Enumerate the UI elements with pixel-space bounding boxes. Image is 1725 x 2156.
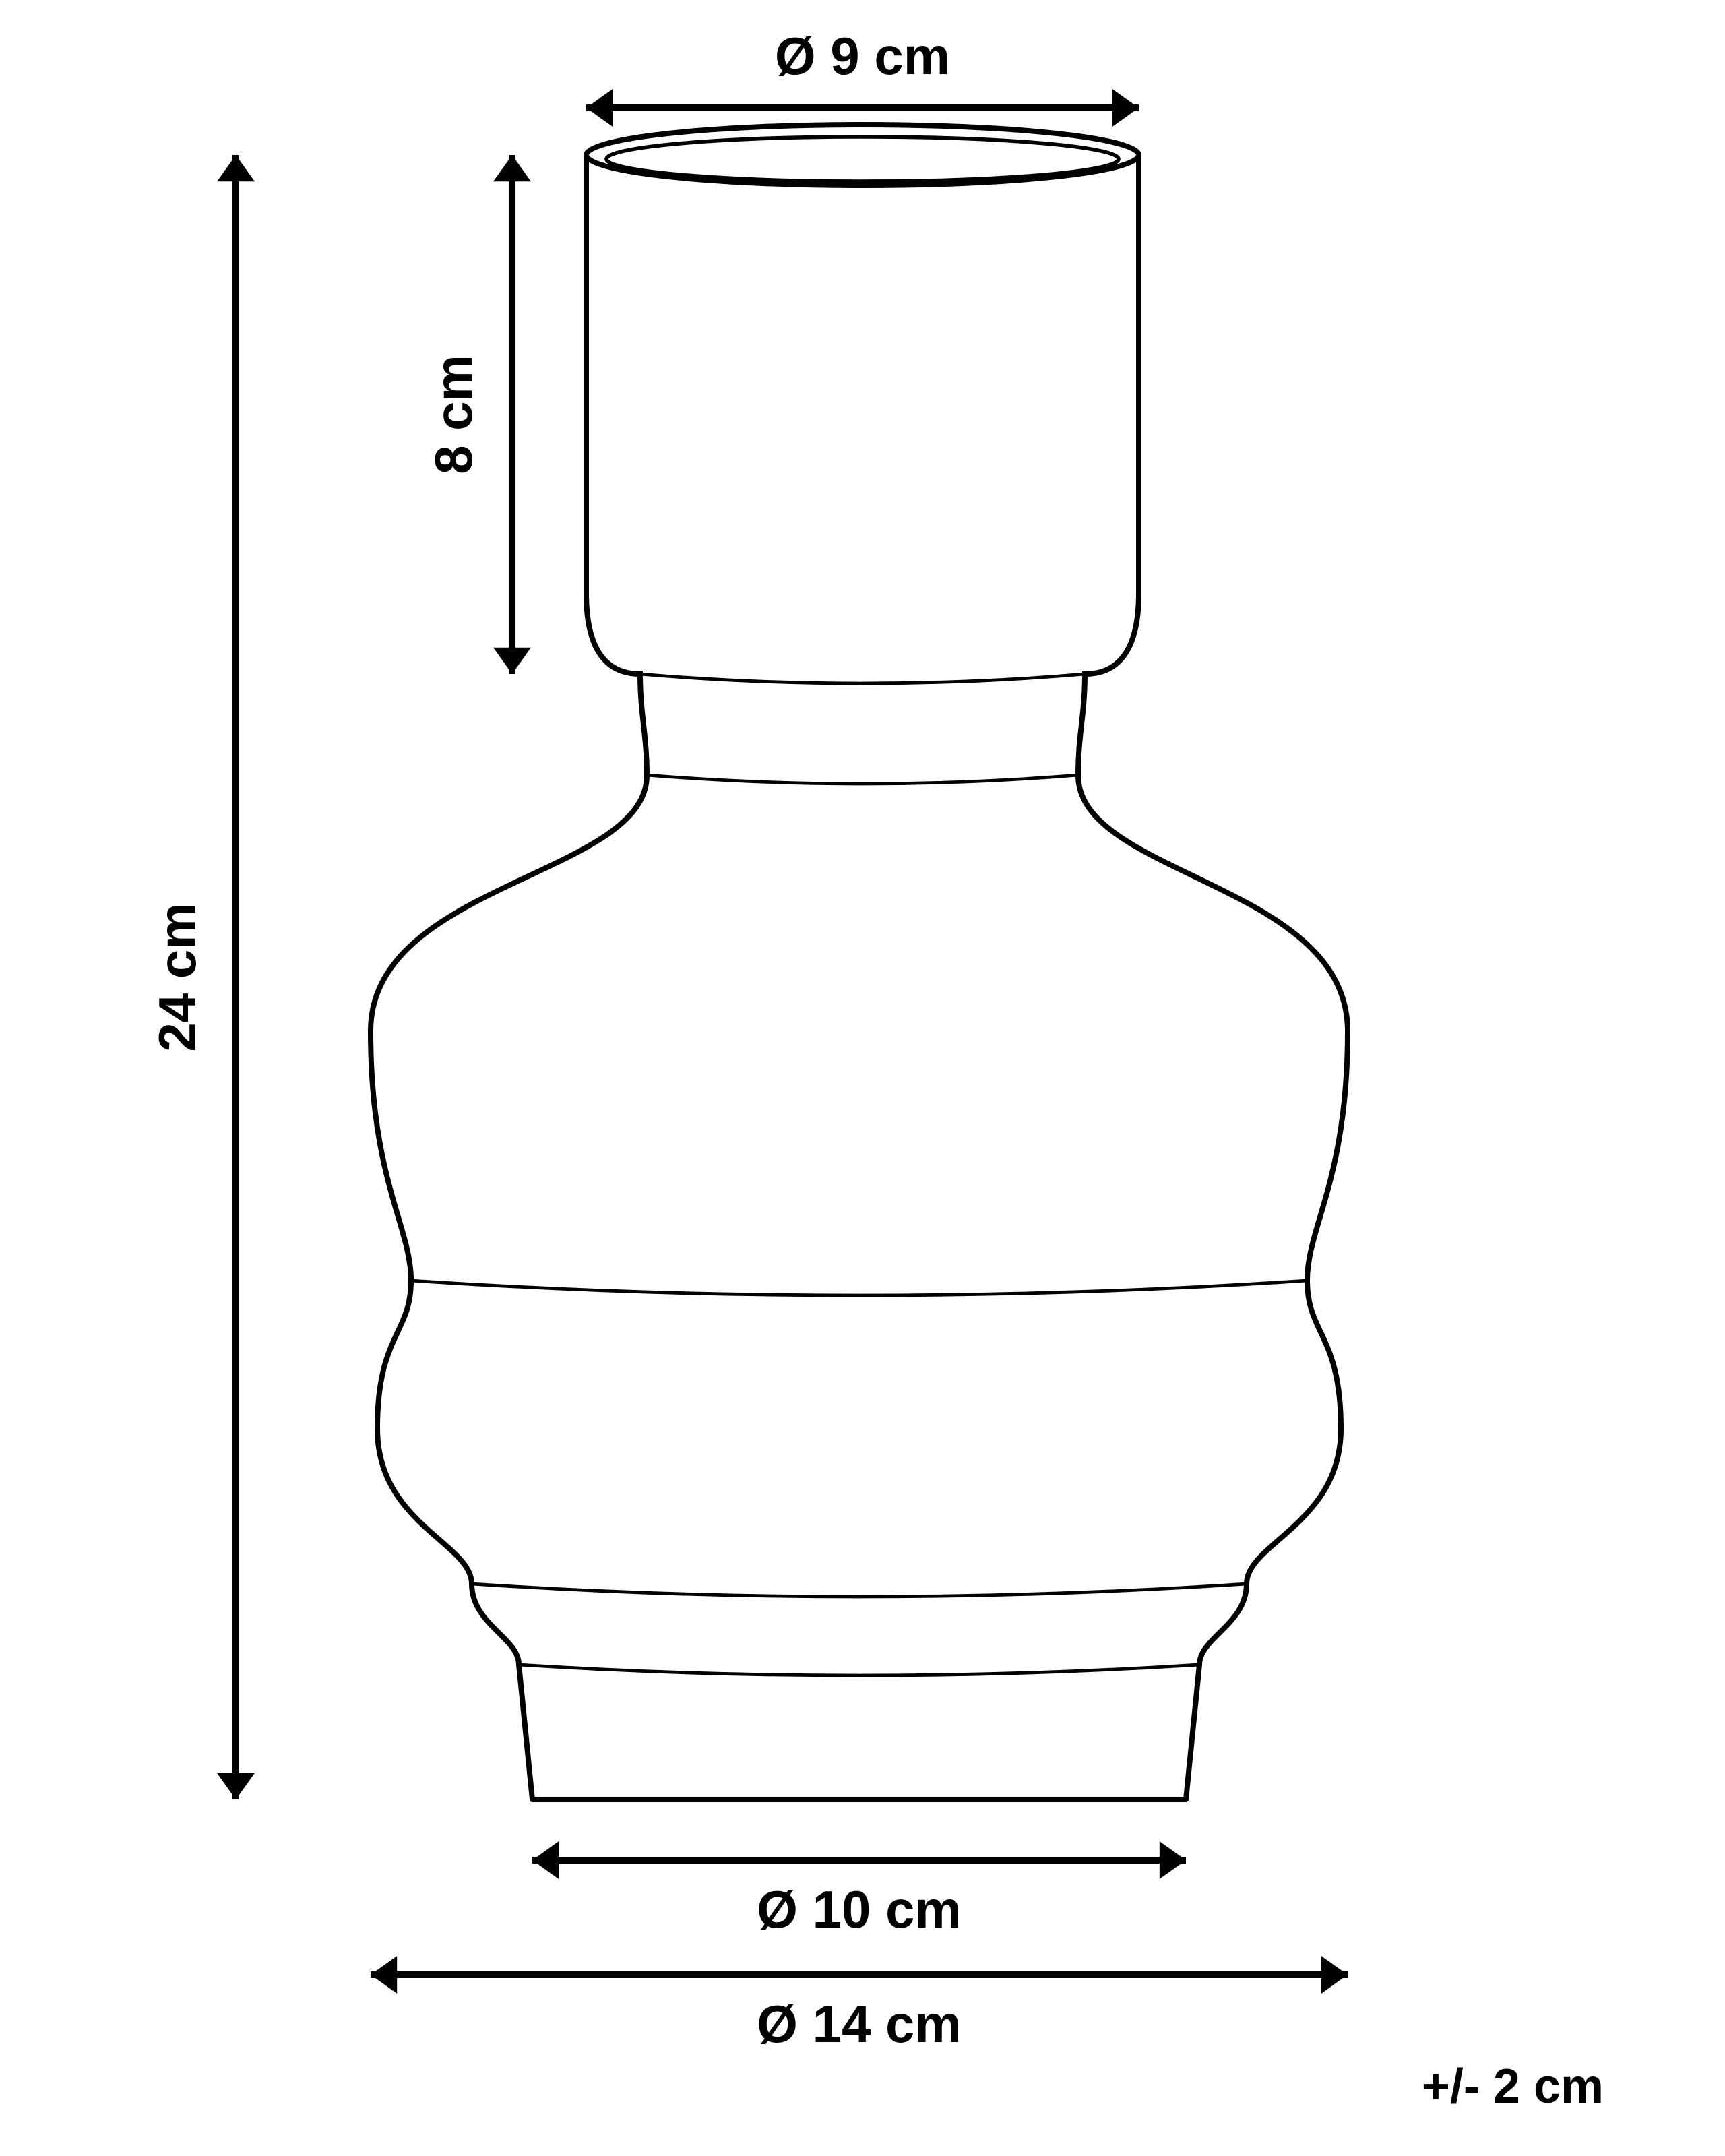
- arrowhead: [586, 89, 613, 127]
- arrowhead: [217, 155, 255, 181]
- vase-top-rim-inner: [606, 137, 1119, 181]
- arrowhead: [493, 155, 531, 181]
- top-diameter-label: Ø 9 cm: [775, 26, 950, 86]
- tolerance-note: +/- 2 cm: [1422, 2060, 1604, 2114]
- vase-surface-line: [411, 1281, 1307, 1295]
- arrowhead: [493, 648, 531, 674]
- vase-surface-line: [519, 1665, 1199, 1675]
- neck-height-label: 8 cm: [424, 355, 483, 474]
- arrowhead: [532, 1841, 559, 1879]
- vase-surface-line: [472, 1584, 1247, 1597]
- vase-top-rim: [586, 125, 1139, 185]
- total-height-label: 24 cm: [148, 902, 207, 1051]
- vase-right-outline: [1078, 155, 1348, 1799]
- base-diameter-label: Ø 10 cm: [757, 1880, 962, 1939]
- arrowhead: [1160, 1841, 1186, 1879]
- arrowhead: [217, 1773, 255, 1799]
- arrowhead: [1321, 1956, 1348, 1994]
- vase-surface-line: [640, 674, 1085, 683]
- arrowhead: [371, 1956, 397, 1994]
- arrowhead: [1112, 89, 1139, 127]
- vase-surface-line: [647, 775, 1078, 784]
- max-diameter-label: Ø 14 cm: [757, 1994, 962, 2054]
